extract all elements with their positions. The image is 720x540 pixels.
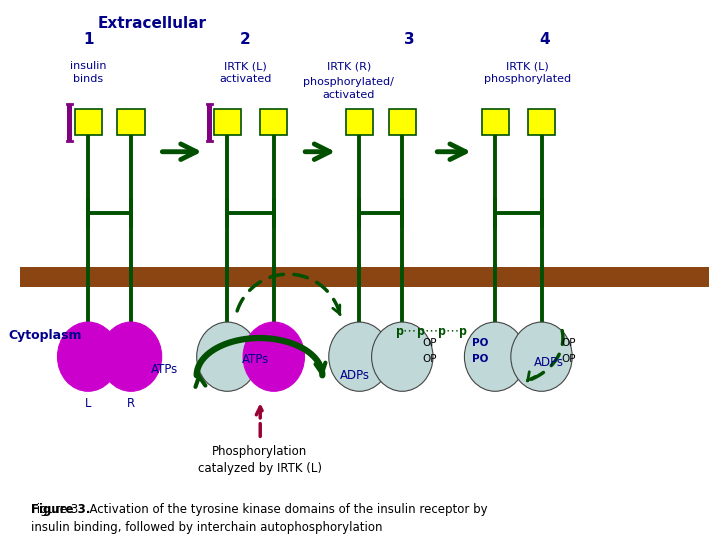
Text: 4: 4: [540, 32, 550, 48]
Text: PO: PO: [472, 339, 488, 348]
Ellipse shape: [329, 322, 390, 392]
Text: Figure 3.: Figure 3.: [31, 503, 91, 516]
Text: Extracellular: Extracellular: [98, 16, 207, 31]
Text: IRTK (L)
activated: IRTK (L) activated: [219, 61, 271, 84]
Bar: [20, 267, 709, 287]
Ellipse shape: [100, 322, 162, 392]
Text: ADPs: ADPs: [534, 355, 564, 368]
Ellipse shape: [464, 322, 526, 392]
Text: ADPs: ADPs: [339, 369, 369, 382]
Text: phosphorylated/
activated: phosphorylated/ activated: [303, 77, 394, 99]
Text: p$\cdots$p$\cdots$p$\cdots$p: p$\cdots$p$\cdots$p$\cdots$p: [395, 326, 468, 340]
Bar: [214, 109, 241, 134]
Text: 1: 1: [83, 32, 94, 48]
Ellipse shape: [372, 322, 433, 392]
Bar: [117, 109, 145, 134]
Text: Figure 3.  Activation of the tyrosine kinase domains of the insulin receptor by
: Figure 3. Activation of the tyrosine kin…: [31, 503, 487, 534]
Text: IRTK (L)
phosphorylated: IRTK (L) phosphorylated: [484, 61, 571, 84]
Bar: [389, 109, 416, 134]
Text: insulin
binds: insulin binds: [70, 61, 107, 84]
Bar: [75, 109, 102, 134]
Bar: [68, 104, 73, 141]
Text: ATPs: ATPs: [151, 363, 178, 376]
Text: 2: 2: [240, 32, 251, 48]
Ellipse shape: [243, 322, 305, 392]
Text: ATPs: ATPs: [243, 353, 269, 366]
Ellipse shape: [197, 322, 258, 392]
Text: OP: OP: [423, 354, 437, 364]
Text: 3: 3: [404, 32, 415, 48]
Text: PO: PO: [472, 354, 488, 364]
Text: Cytoplasm: Cytoplasm: [9, 329, 82, 342]
Ellipse shape: [58, 322, 119, 392]
Text: OP: OP: [562, 354, 576, 364]
Text: Phosphorylation
catalyzed by IRTK (L): Phosphorylation catalyzed by IRTK (L): [197, 444, 322, 475]
Text: OP: OP: [562, 339, 576, 348]
Text: IRTK (R): IRTK (R): [327, 61, 371, 71]
Bar: [482, 109, 508, 134]
Bar: [260, 109, 287, 134]
Text: R: R: [127, 396, 135, 410]
Ellipse shape: [510, 322, 572, 392]
Text: OP: OP: [423, 339, 437, 348]
Bar: [528, 109, 555, 134]
Bar: [207, 104, 212, 141]
Text: L: L: [85, 396, 91, 410]
Bar: [346, 109, 373, 134]
